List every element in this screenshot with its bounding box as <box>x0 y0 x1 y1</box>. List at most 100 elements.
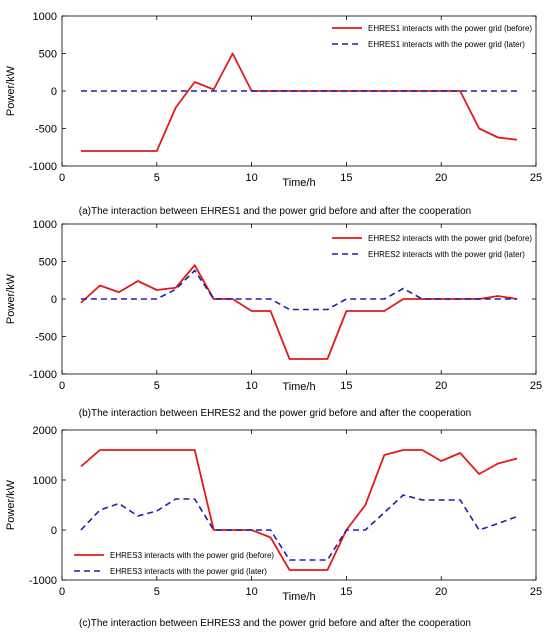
chart2-series2-point <box>99 298 101 300</box>
chart3-caption: (c)The interaction between EHRES3 and th… <box>79 618 471 629</box>
chart3-series2-point <box>194 498 196 500</box>
chart2-series2-point <box>440 298 442 300</box>
chart2-series-line-2 <box>80 269 518 311</box>
chart3-legend-entry-2: EHRES3 interacts with the power grid (la… <box>110 567 267 576</box>
chart2-series1-point <box>402 298 404 300</box>
chart3-plot-frame <box>61 429 537 581</box>
chart1-series2-point <box>194 90 196 92</box>
chart3-legend-entry-1: EHRES3 interacts with the power grid (be… <box>110 551 274 560</box>
chart2-y-tick-label: -500 <box>35 332 57 344</box>
chart3-series1-point <box>175 449 177 451</box>
chart2-series2-point <box>251 298 253 300</box>
chart2-series1-point <box>383 310 385 312</box>
chart1-series1-point <box>99 150 101 152</box>
chart1-x-tick-label: 10 <box>245 172 257 184</box>
chart3-series2-point <box>459 499 461 501</box>
chart3-series1-point <box>478 473 480 475</box>
chart2-series2-point <box>137 298 139 300</box>
chart2-series1-point <box>99 285 101 287</box>
chart3-x-tick-label: 5 <box>154 586 160 598</box>
chart2-series2-point <box>459 298 461 300</box>
chart2-series2-point <box>516 298 518 300</box>
chart2-series2-point <box>383 298 385 300</box>
chart1-series2-point <box>99 90 101 92</box>
chart1-series2-point <box>175 90 177 92</box>
chart1-series2-point <box>459 90 461 92</box>
chart3-series2-point <box>137 515 139 517</box>
chart3-series1-point <box>118 449 120 451</box>
chart1-legend-entry-1: EHRES1 interacts with the power grid (be… <box>368 24 532 33</box>
chart1-series2-point <box>516 90 518 92</box>
chart1-series1-point <box>80 150 82 152</box>
chart3-series1-point <box>497 463 499 465</box>
chart1-series2-point <box>421 90 423 92</box>
chart1-series1-point <box>232 53 234 55</box>
chart3-x-tick-label: 20 <box>435 586 447 598</box>
chart2-x-axis-label: Time/h <box>282 381 315 393</box>
chart1-series1-point <box>516 139 518 141</box>
chart1-series2-point <box>440 90 442 92</box>
chart3-series2-point <box>156 510 158 512</box>
chart1-series2-point <box>270 90 272 92</box>
chart1-x-tick-label: 20 <box>435 172 447 184</box>
chart1-series2-point <box>346 90 348 92</box>
chart1-series2-point <box>80 90 82 92</box>
chart2-series1-point <box>156 289 158 291</box>
chart2-series2-point <box>270 298 272 300</box>
chart1-x-tick-label: 25 <box>530 172 542 184</box>
chart2-series2-point <box>156 298 158 300</box>
chart2-x-tick-label: 0 <box>59 380 65 392</box>
chart3-series2-point <box>402 494 404 496</box>
chart2-x-tick-label: 20 <box>435 380 447 392</box>
chart1-series2-point <box>383 90 385 92</box>
chart1-series1-point <box>156 150 158 152</box>
chart1-x-axis-label: Time/h <box>282 177 315 189</box>
chart3-series2-point <box>213 529 215 531</box>
chart3-series2-point <box>232 529 234 531</box>
chart3-y-tick-label: 2000 <box>33 425 57 437</box>
chart3-series1-point <box>99 449 101 451</box>
chart3-series1-point <box>440 460 442 462</box>
chart3-series2-point <box>99 509 101 511</box>
chart2-series2-point <box>308 309 310 311</box>
chart2-series1-point <box>118 291 120 293</box>
chart2: 0 5 10 15 20 25 -1000 -500 0 500 1000 Time/h Power/k… <box>5 219 542 419</box>
chart3-series1-point <box>270 537 272 539</box>
chart1-series1-point <box>194 81 196 83</box>
chart3-series2-point <box>118 503 120 505</box>
chart1-x-tick-label: 15 <box>340 172 352 184</box>
chart1-y-tick-label: -1000 <box>29 161 57 173</box>
chart2-y-axis-label: Power/kW <box>5 273 17 324</box>
chart2-series2-point <box>213 298 215 300</box>
chart2-series1-point <box>346 310 348 312</box>
chart2-series2-point <box>289 309 291 311</box>
chart1-series2-point <box>327 90 329 92</box>
chart3-series2-point <box>308 559 310 561</box>
chart1-series2-point <box>497 90 499 92</box>
chart1-series2-point <box>232 90 234 92</box>
chart1-y-tick-label: 0 <box>51 86 57 98</box>
chart3-series1-point <box>327 569 329 571</box>
chart3-y-tick-label: 1000 <box>33 475 57 487</box>
chart3-series1-point <box>156 449 158 451</box>
chart1-series2-point <box>364 90 366 92</box>
chart1-series2-point <box>251 90 253 92</box>
chart3-series-line-2 <box>80 494 518 561</box>
chart3-series2-point <box>440 499 442 501</box>
chart1: 0 5 10 15 20 25 -1000 -500 0 500 1000 Time/h Power/k… <box>5 11 542 217</box>
chart1-series1-point <box>478 128 480 130</box>
chart2-series1-point <box>364 310 366 312</box>
chart1-series2-point <box>289 90 291 92</box>
chart3-series2-point <box>175 498 177 500</box>
chart1-series2-point <box>156 90 158 92</box>
chart2-series2-point <box>194 270 196 272</box>
chart3-series2-point <box>478 529 480 531</box>
chart1-legend-entry-2: EHRES1 interacts with the power grid (la… <box>368 40 525 49</box>
chart3-series1-point <box>383 454 385 456</box>
chart3-x-axis-label: Time/h <box>282 591 315 603</box>
chart1-series2-point <box>402 90 404 92</box>
chart2-series2-point <box>327 309 329 311</box>
chart2-series2-point <box>497 298 499 300</box>
chart1-series1-point <box>497 137 499 139</box>
